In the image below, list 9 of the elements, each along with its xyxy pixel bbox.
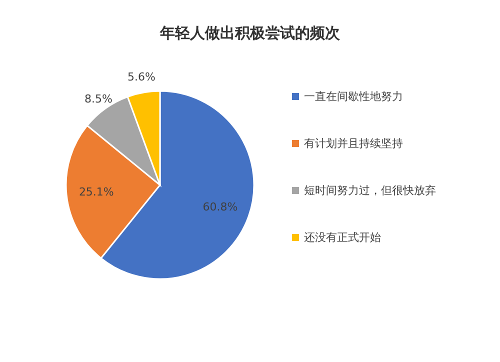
data-label: 5.6% bbox=[127, 70, 156, 84]
legend-label: 有计划并且持续坚持 bbox=[304, 137, 403, 150]
legend-label: 短时间努力过，但很快放弃 bbox=[304, 184, 436, 197]
chart-title: 年轻人做出积极尝试的频次 bbox=[159, 24, 341, 42]
data-label: 25.1% bbox=[78, 186, 114, 199]
legend-label: 还没有正式开始 bbox=[304, 231, 381, 244]
data-label: 60.8% bbox=[202, 200, 238, 214]
legend-label: 一直在间歇性地努力 bbox=[304, 90, 403, 103]
data-label: 8.5% bbox=[84, 92, 112, 106]
